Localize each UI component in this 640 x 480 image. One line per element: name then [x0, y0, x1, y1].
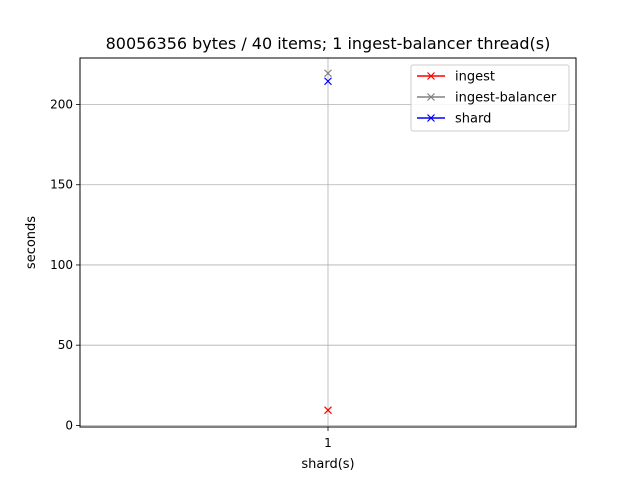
data-markers	[324, 69, 332, 415]
point-ingest-balancer-0	[324, 69, 332, 78]
legend-label-ingest: ingest	[455, 70, 495, 85]
legend-label-ingest-balancer: ingest-balancer	[455, 91, 557, 106]
y-tick-label-4: 200	[50, 98, 73, 112]
point-ingest-0-stroke-b	[324, 406, 332, 415]
legend-items: ingest ingest-balancer shard	[417, 70, 557, 127]
point-shard-0	[324, 77, 332, 86]
legend-marker-ingest-balancer-stroke-b	[427, 93, 435, 101]
x-tick-label-0: 1	[324, 436, 332, 450]
point-ingest-balancer-0-stroke-b	[324, 69, 332, 78]
chart-title: 80056356 bytes / 40 items; 1 ingest-bala…	[106, 34, 551, 53]
point-shard-0-stroke-b	[324, 77, 332, 86]
legend-marker-ingest	[427, 72, 435, 80]
y-tick-label-3: 150	[50, 178, 73, 192]
legend-marker-shard	[427, 114, 435, 122]
axis-ticks: 0 50 100 150 200 1	[50, 98, 332, 450]
legend-entry-ingest: ingest	[417, 70, 495, 85]
y-tick-label-2: 100	[50, 258, 73, 272]
y-tick-label-1: 50	[58, 338, 73, 352]
point-ingest-0	[324, 406, 332, 415]
legend-entry-shard: shard	[417, 112, 491, 127]
y-tick-label-0: 0	[65, 418, 73, 432]
x-axis-label: shard(s)	[301, 457, 354, 472]
legend-marker-ingest-balancer	[427, 93, 435, 101]
legend-entry-ingest-balancer: ingest-balancer	[417, 91, 557, 106]
legend-label-shard: shard	[455, 112, 491, 127]
legend: ingest ingest-balancer shard	[410, 64, 570, 132]
legend-frame	[410, 64, 570, 132]
legend-marker-shard-stroke-b	[427, 114, 435, 122]
grid-lines	[80, 58, 576, 427]
legend-marker-ingest-stroke-b	[427, 72, 435, 80]
y-axis-label: seconds	[24, 216, 39, 269]
